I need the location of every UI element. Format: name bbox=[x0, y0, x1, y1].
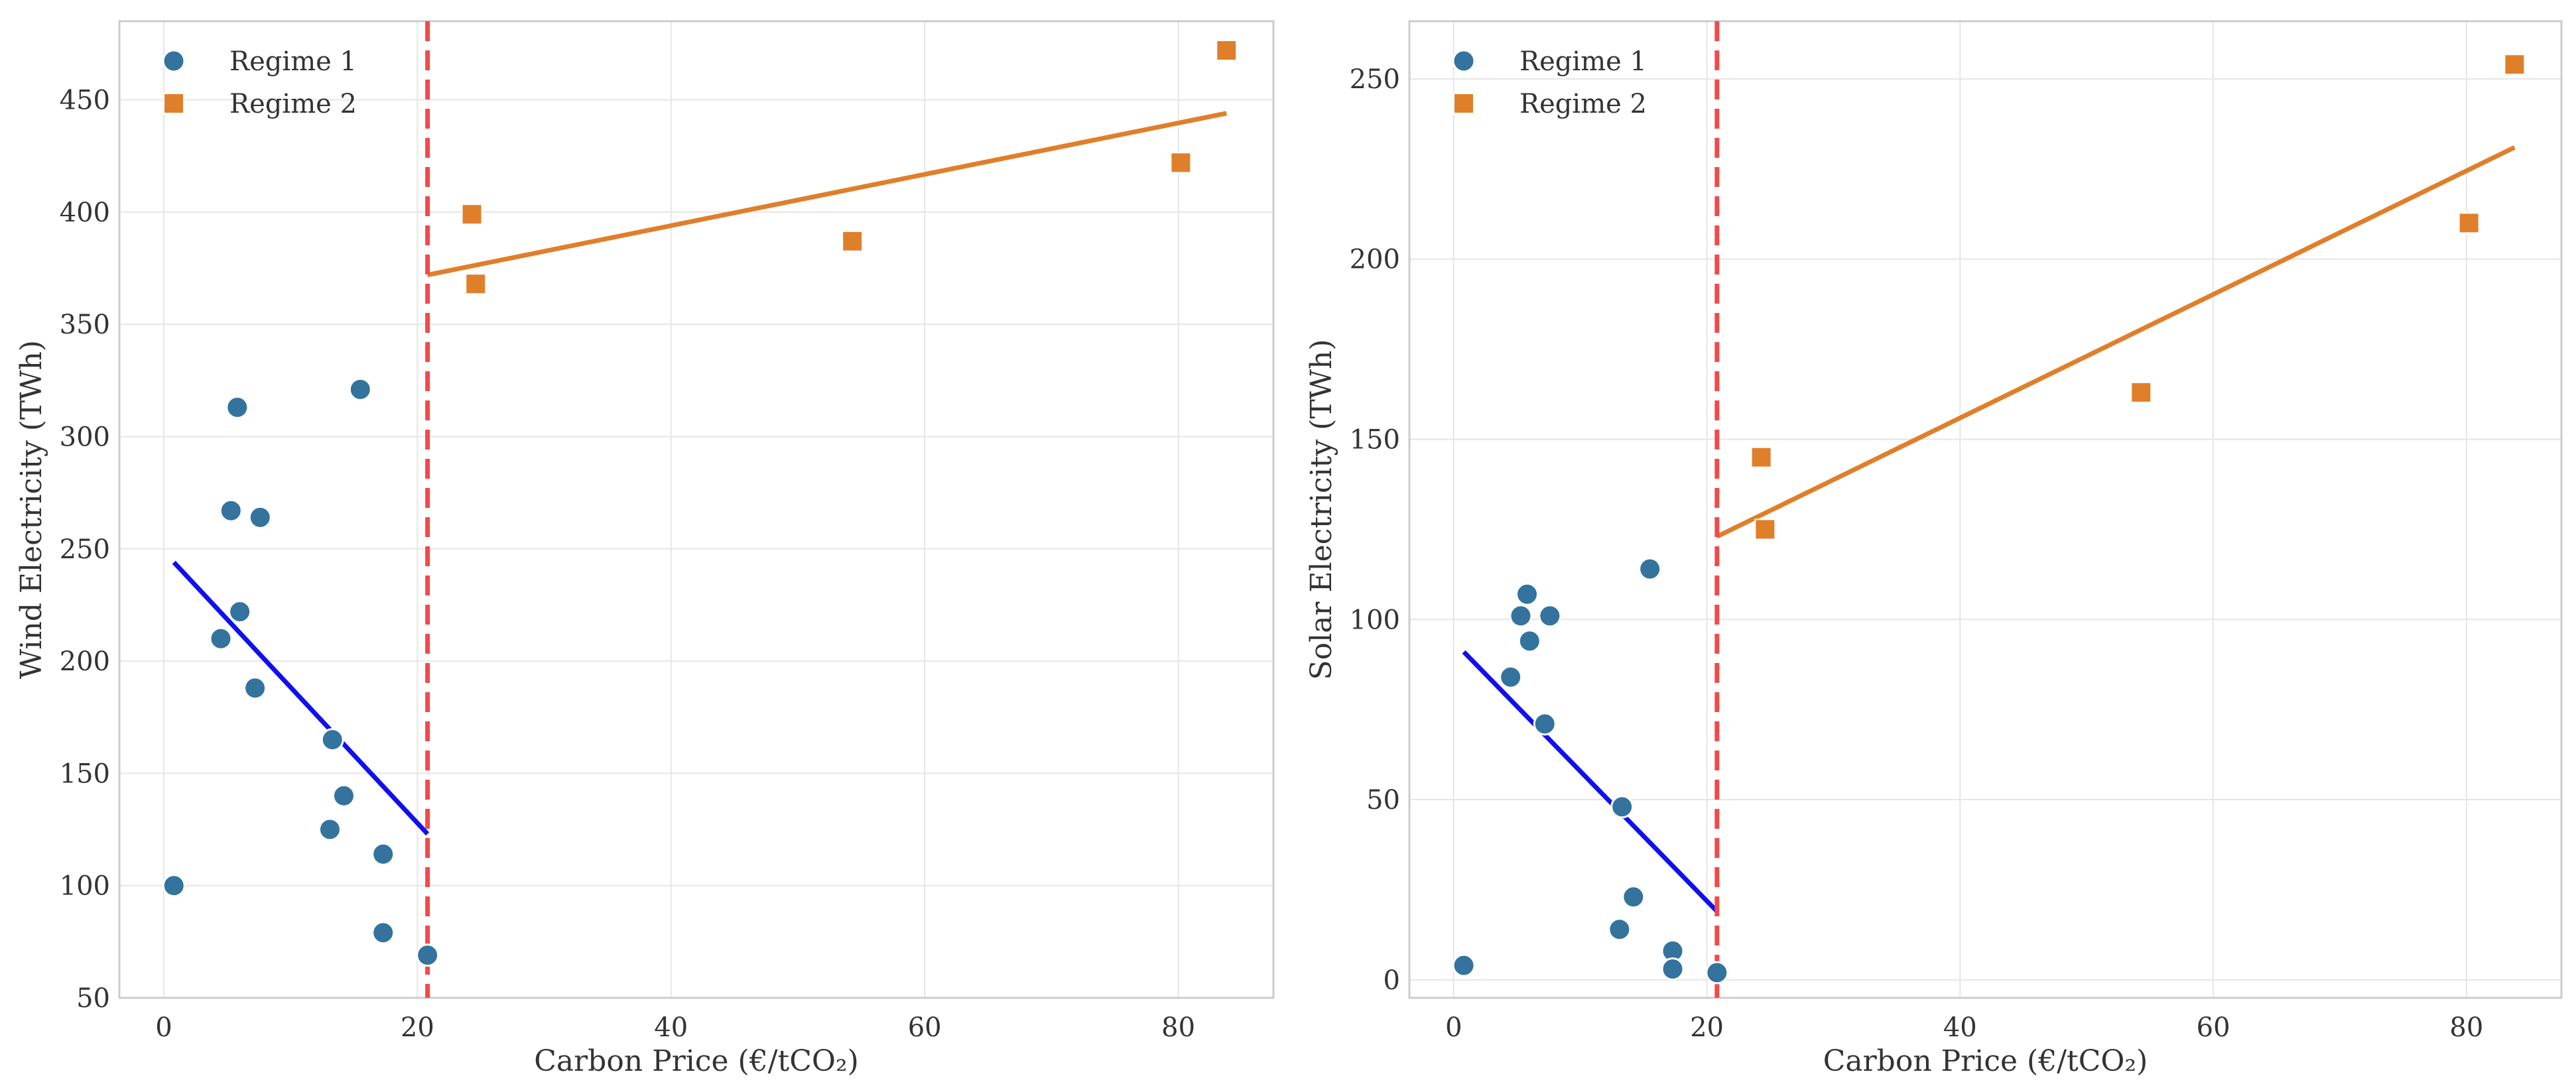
data-point-regime-1 bbox=[371, 842, 395, 866]
y-tick-label: 250 bbox=[1350, 64, 1400, 95]
x-tick-label: 20 bbox=[401, 1012, 434, 1043]
legend-label-regime-1: Regime 1 bbox=[229, 46, 357, 77]
data-point-regime-1 bbox=[228, 600, 252, 624]
plot-frame bbox=[1408, 20, 2563, 999]
y-tick-label: 100 bbox=[1350, 605, 1400, 635]
data-point-regime-1 bbox=[1638, 557, 1662, 581]
legend-label-regime-2: Regime 2 bbox=[229, 89, 357, 119]
y-tick-label: 300 bbox=[60, 422, 110, 452]
y-tick-label: 200 bbox=[60, 646, 110, 677]
data-point-regime-2 bbox=[465, 273, 487, 295]
data-point-regime-1 bbox=[1538, 604, 1562, 628]
data-point-regime-1 bbox=[1622, 885, 1645, 909]
x-tick-label: 60 bbox=[908, 1012, 942, 1043]
data-point-regime-1 bbox=[318, 818, 342, 841]
fit-line-regime-2 bbox=[1716, 145, 2516, 539]
legend-marker-regime-1 bbox=[162, 49, 186, 73]
data-point-regime-1 bbox=[1515, 582, 1539, 606]
data-point-regime-2 bbox=[1170, 152, 1192, 174]
data-point-regime-1 bbox=[209, 627, 233, 650]
y-tick-label: 0 bbox=[1384, 965, 1400, 996]
y-axis-label: Wind Electricity (TWh) bbox=[15, 340, 48, 679]
data-point-regime-1 bbox=[1509, 604, 1533, 628]
x-tick-label: 0 bbox=[155, 1012, 172, 1043]
data-point-regime-2 bbox=[842, 230, 864, 252]
x-tick-label: 60 bbox=[2197, 1012, 2230, 1043]
data-point-regime-2 bbox=[2458, 212, 2480, 234]
x-tick-label: 0 bbox=[1445, 1012, 1462, 1043]
legend: Regime 1 Regime 2 bbox=[1452, 46, 1647, 119]
y-tick-label: 50 bbox=[76, 983, 110, 1014]
data-point-regime-1 bbox=[1661, 957, 1685, 981]
data-point-regime-1 bbox=[219, 499, 243, 522]
legend-label-regime-2: Regime 2 bbox=[1519, 89, 1647, 119]
data-point-regime-1 bbox=[243, 676, 267, 700]
data-point-regime-1 bbox=[248, 505, 272, 529]
data-point-regime-1 bbox=[1608, 918, 1632, 941]
legend-label-regime-1: Regime 1 bbox=[1519, 46, 1647, 77]
x-axis-label: Carbon Price (€/tCO₂) bbox=[534, 1044, 859, 1078]
legend: Regime 1 Regime 2 bbox=[162, 46, 357, 119]
data-point-regime-2 bbox=[2504, 54, 2526, 76]
x-tick-label: 80 bbox=[1161, 1012, 1195, 1043]
data-point-regime-2 bbox=[1216, 40, 1238, 62]
plot-frame bbox=[118, 20, 1275, 999]
y-axis-label: Solar Electricity (TWh) bbox=[1305, 339, 1338, 680]
x-tick-label: 40 bbox=[654, 1012, 688, 1043]
y-tick-label: 450 bbox=[60, 86, 110, 116]
data-point-regime-1 bbox=[371, 921, 395, 945]
data-point-regime-1 bbox=[1705, 961, 1729, 985]
fit-line-regime-2 bbox=[426, 111, 1227, 278]
data-point-regime-2 bbox=[1754, 518, 1776, 540]
data-point-regime-1 bbox=[320, 728, 344, 752]
y-tick-label: 100 bbox=[60, 871, 110, 902]
legend-marker-regime-2 bbox=[1453, 93, 1474, 114]
fit-line-regime-1 bbox=[172, 560, 430, 836]
x-tick-label: 40 bbox=[1943, 1012, 1977, 1043]
y-tick-label: 50 bbox=[1366, 785, 1400, 816]
data-point-regime-1 bbox=[332, 784, 355, 808]
data-point-regime-2 bbox=[2130, 381, 2152, 403]
data-point-regime-1 bbox=[162, 874, 186, 898]
y-tick-label: 400 bbox=[60, 198, 110, 228]
data-point-regime-1 bbox=[1610, 795, 1634, 819]
legend-marker-regime-1 bbox=[1452, 49, 1476, 73]
data-point-regime-1 bbox=[1499, 665, 1523, 689]
x-tick-label: 80 bbox=[2449, 1012, 2483, 1043]
data-point-regime-1 bbox=[1517, 629, 1541, 653]
y-tick-label: 200 bbox=[1350, 245, 1400, 275]
fit-line-regime-1 bbox=[1462, 650, 1719, 913]
data-point-regime-2 bbox=[461, 204, 483, 225]
legend-marker-regime-2 bbox=[163, 93, 184, 114]
data-point-regime-1 bbox=[416, 943, 440, 967]
data-point-regime-1 bbox=[1452, 953, 1476, 977]
y-tick-label: 150 bbox=[1350, 425, 1400, 455]
data-point-regime-1 bbox=[225, 395, 249, 419]
x-axis-label: Carbon Price (€/tCO₂) bbox=[1823, 1044, 2148, 1078]
y-tick-label: 350 bbox=[60, 310, 110, 340]
x-tick-label: 20 bbox=[1690, 1012, 1724, 1043]
y-tick-label: 150 bbox=[60, 758, 110, 789]
data-point-regime-1 bbox=[1533, 712, 1557, 736]
data-point-regime-2 bbox=[1750, 446, 1772, 468]
data-point-regime-1 bbox=[348, 377, 372, 401]
chart-panel-1: 0 20 40 60 80 50 100 150 200 250 300 350 400 450 Carbo… bbox=[15, 20, 1275, 1078]
chart-panel-2: 0 20 40 60 80 0 50 100 150 200 250 Carbon Price (€/… bbox=[1305, 20, 2563, 1078]
y-tick-label: 250 bbox=[60, 534, 110, 565]
